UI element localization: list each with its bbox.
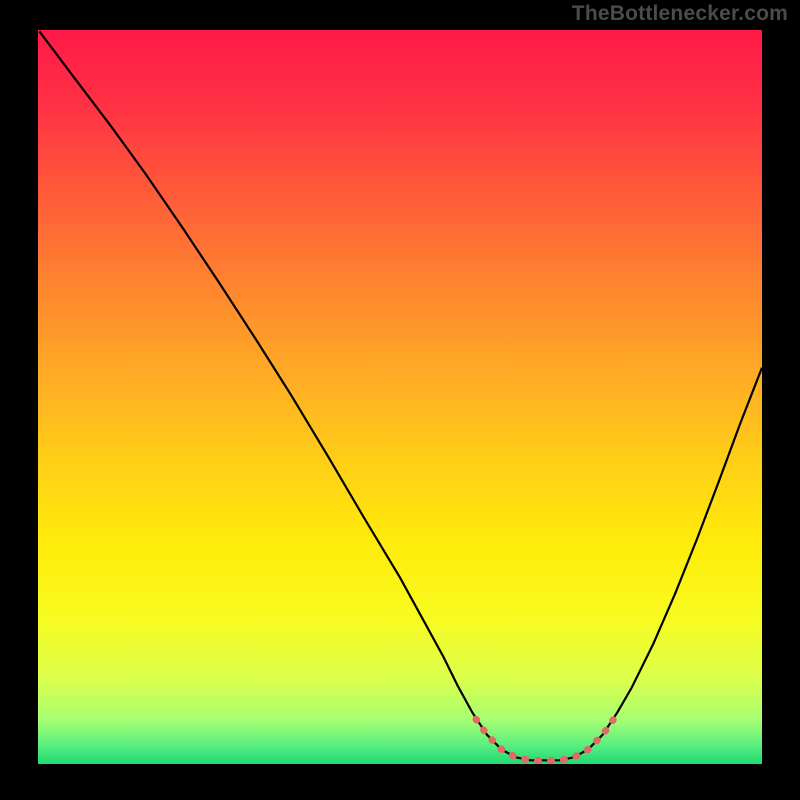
chart-frame: { "watermark": { "text": "TheBottlenecke… bbox=[0, 0, 800, 800]
watermark-text: TheBottlenecker.com bbox=[572, 2, 788, 26]
plot-background bbox=[38, 30, 762, 764]
bottleneck-chart bbox=[0, 0, 800, 800]
